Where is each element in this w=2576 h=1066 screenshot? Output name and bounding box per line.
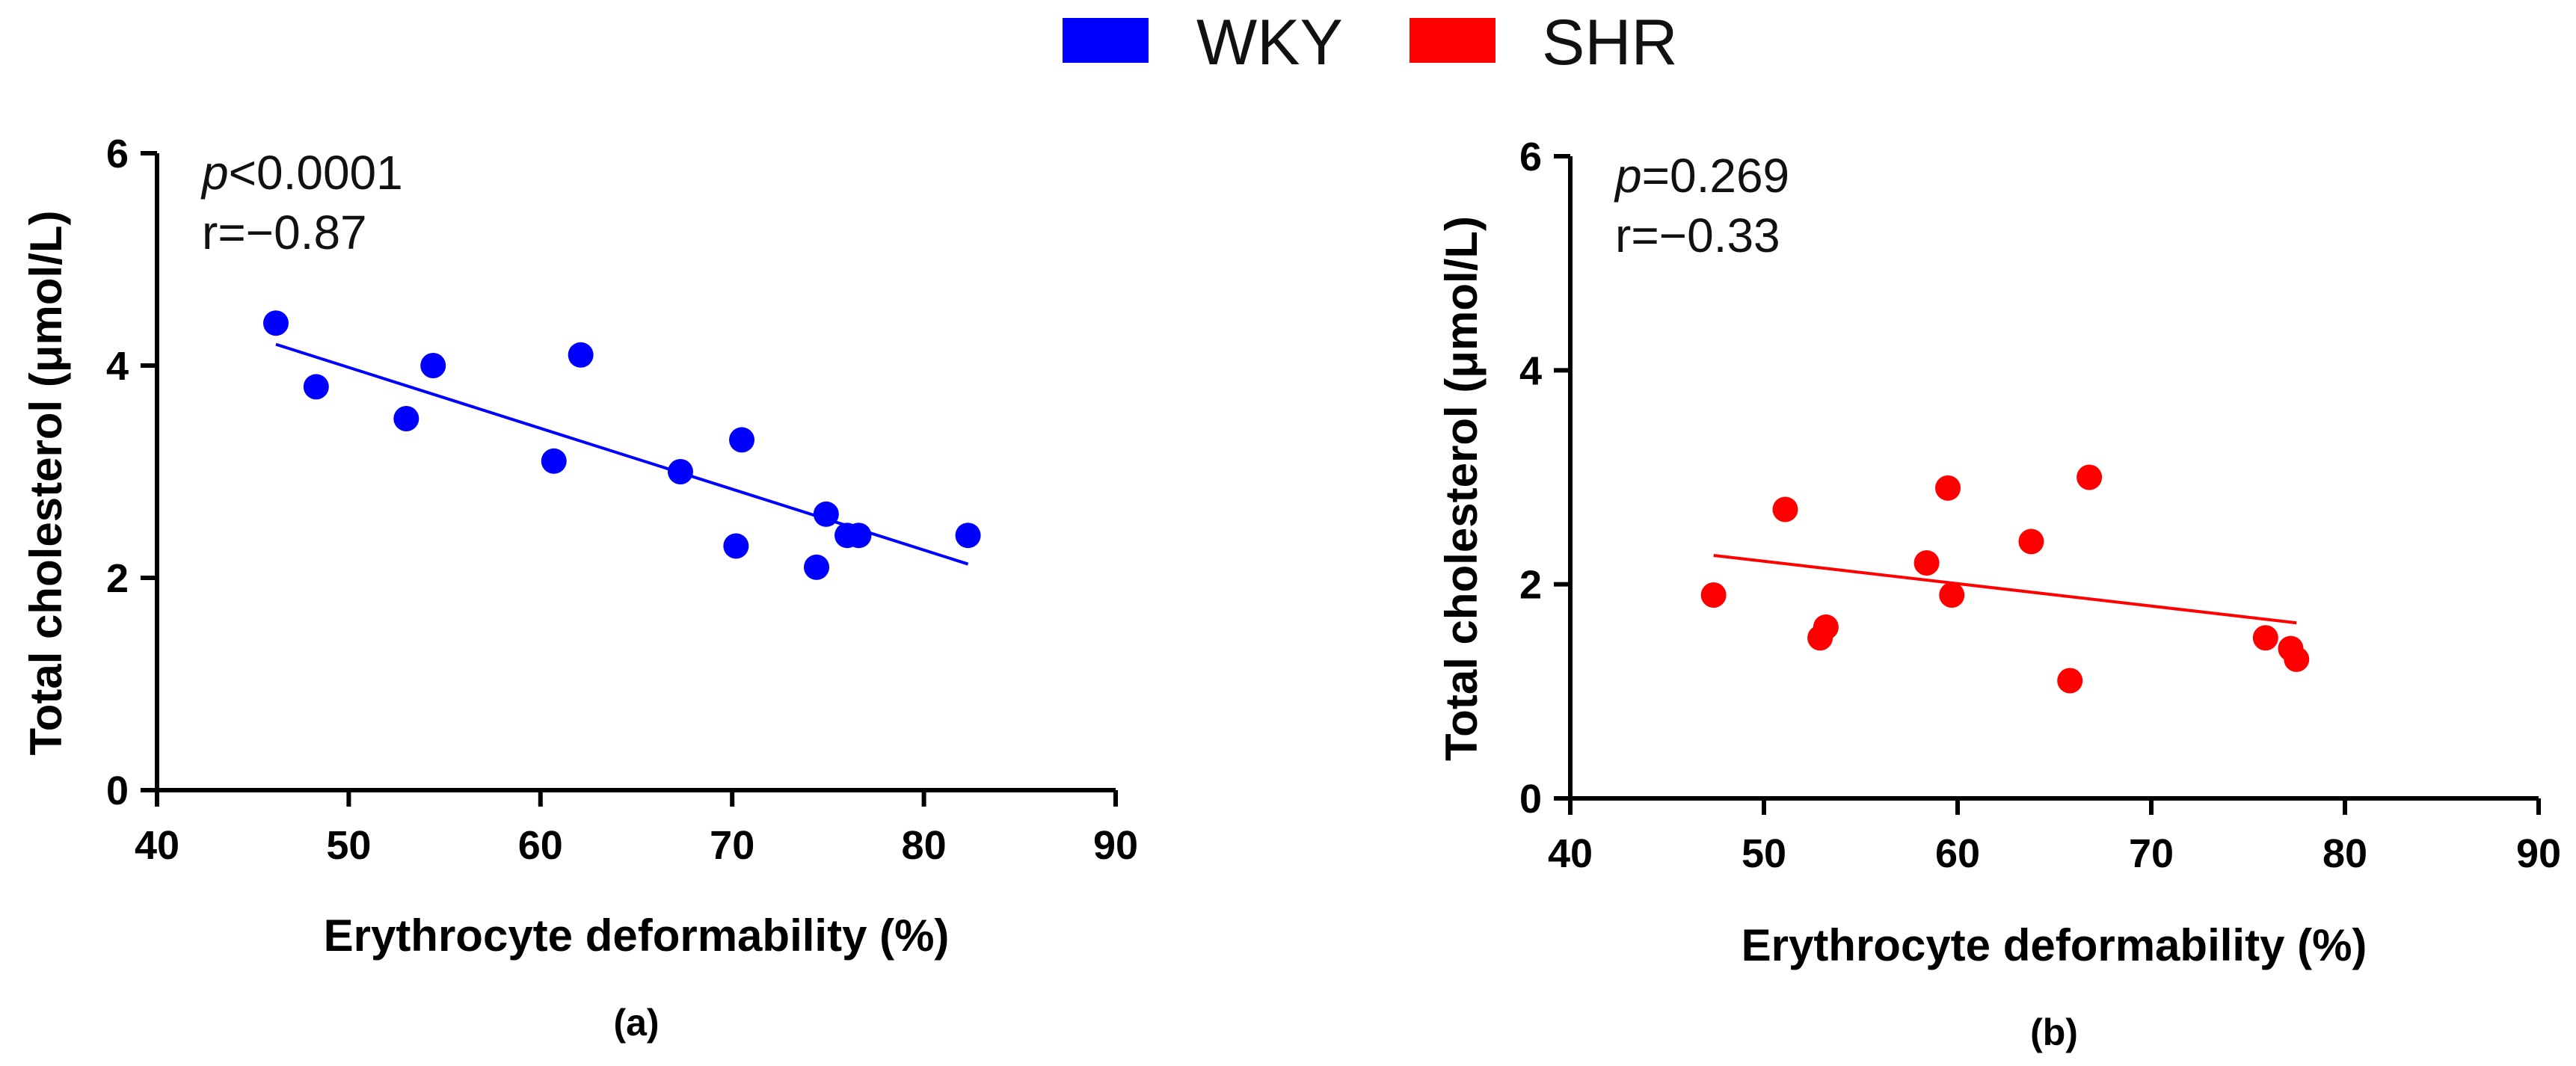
- y-tick-label-b: 4: [1519, 348, 1542, 393]
- data-point-a-14: [955, 523, 981, 549]
- p-value-annotation-b: p=0.269: [1614, 149, 1789, 203]
- x-axis-title-b: Erythrocyte deformability (%): [1742, 920, 2367, 970]
- x-tick-label-a: 90: [1093, 823, 1138, 868]
- data-point-b-9: [2057, 668, 2083, 694]
- data-point-b-2: [1772, 496, 1798, 523]
- x-tick-label-b: 90: [2516, 831, 2561, 876]
- x-tick-label-b: 60: [1935, 831, 1980, 876]
- x-tick-label-a: 60: [518, 823, 563, 868]
- y-tick-label-b: 0: [1519, 777, 1542, 822]
- legend-swatch-wky: [1063, 18, 1149, 63]
- data-point-b-11: [2252, 625, 2278, 651]
- panel-label-b: (b): [2030, 1011, 2078, 1053]
- y-axis-title-a: Total cholesterol (μmol/L): [21, 211, 71, 756]
- data-point-a-5: [541, 448, 567, 474]
- x-tick-label-b: 40: [1548, 831, 1593, 876]
- data-point-b-1: [1700, 582, 1727, 608]
- chart-panel-a: 0 2 4 6 40 50 60 70 80 90 Erythrocyte deformabilit…: [21, 132, 1138, 1044]
- p-symbol-b: p: [1614, 149, 1642, 203]
- y-tick-label-a: 4: [106, 344, 129, 389]
- data-point-a-2: [303, 374, 329, 400]
- data-point-a-13: [846, 523, 872, 549]
- data-point-a-4: [420, 353, 446, 378]
- y-tick-label-b: 6: [1519, 135, 1542, 179]
- data-point-b-10: [2077, 464, 2103, 490]
- x-axis-title-a: Erythrocyte deformability (%): [324, 911, 950, 961]
- data-point-b-4: [1813, 614, 1839, 640]
- x-tick-label-b: 50: [1742, 831, 1786, 876]
- x-tick-label-b: 80: [2323, 831, 2367, 876]
- data-point-a-6: [568, 342, 594, 368]
- data-point-a-10: [804, 554, 830, 580]
- data-point-b-13: [2284, 646, 2310, 672]
- y-tick-label-a: 0: [106, 768, 129, 813]
- p-symbol-a: p: [200, 146, 229, 200]
- y-axis-title-b: Total cholesterol (μmol/L): [1436, 216, 1487, 761]
- p-value-b: =0.269: [1642, 149, 1790, 203]
- r-value-annotation-b: r=−0.33: [1615, 209, 1780, 262]
- data-point-b-7: [1939, 582, 1965, 608]
- data-point-a-1: [262, 310, 289, 336]
- legend: WKY SHR: [1063, 7, 1678, 78]
- data-point-b-6: [1935, 475, 1961, 501]
- data-point-a-8: [723, 533, 749, 559]
- data-point-a-9: [729, 427, 755, 453]
- y-tick-label-a: 2: [106, 556, 129, 601]
- legend-label-wky: WKY: [1196, 7, 1343, 78]
- r-value-annotation-a: r=−0.87: [202, 206, 367, 259]
- data-point-b-5: [1913, 550, 1940, 576]
- chart-panel-b: 0 2 4 6 40 50 60 70 80 90 Erythrocyte deformabilit…: [1436, 135, 2561, 1053]
- x-tick-label-b: 70: [2129, 831, 2174, 876]
- x-tick-label-a: 70: [710, 823, 754, 868]
- data-point-b-8: [2018, 529, 2044, 555]
- x-tick-label-a: 80: [902, 823, 947, 868]
- data-point-a-11: [813, 501, 839, 527]
- x-tick-label-a: 50: [326, 823, 371, 868]
- data-point-a-7: [667, 459, 693, 484]
- y-tick-label-b: 2: [1519, 563, 1542, 608]
- legend-swatch-shr: [1410, 18, 1496, 63]
- p-value-annotation-a: p<0.0001: [200, 146, 403, 200]
- regression-line-b: [1713, 554, 2297, 625]
- y-tick-label-a: 6: [106, 132, 129, 176]
- panel-label-a: (a): [613, 1002, 659, 1044]
- legend-label-shr: SHR: [1542, 7, 1678, 78]
- data-point-a-3: [393, 406, 419, 431]
- p-value-a: <0.0001: [229, 146, 403, 200]
- x-tick-label-a: 40: [135, 823, 179, 868]
